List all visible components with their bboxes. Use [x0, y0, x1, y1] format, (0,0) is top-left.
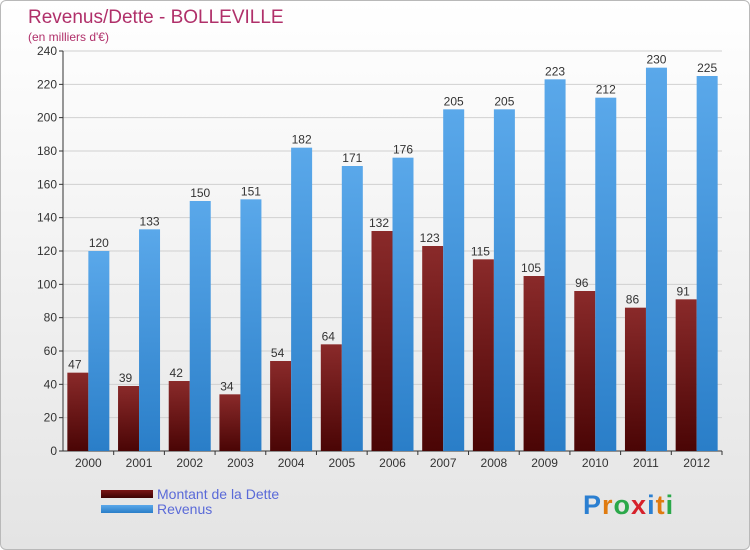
proxiti-logo: Proxiti — [583, 490, 674, 521]
bar-revenus — [544, 79, 566, 451]
bar-debt — [624, 307, 646, 451]
bar-debt — [320, 344, 342, 451]
data-label-debt: 96 — [575, 276, 589, 290]
data-label-debt: 54 — [271, 346, 285, 360]
x-tick-label: 2011 — [633, 456, 659, 470]
data-label-debt: 123 — [420, 231, 440, 245]
data-label-revenus: 133 — [140, 214, 160, 228]
bar-revenus — [341, 166, 363, 451]
data-label-debt: 132 — [369, 216, 389, 230]
y-tick-label: 140 — [37, 211, 57, 225]
x-tick-label: 2008 — [481, 456, 508, 470]
data-label-revenus: 151 — [241, 184, 261, 198]
data-label-debt: 105 — [521, 261, 541, 275]
y-tick-label: 120 — [37, 244, 57, 258]
y-tick-label: 180 — [37, 144, 57, 158]
y-tick-label: 160 — [37, 177, 57, 191]
data-label-debt: 34 — [220, 379, 234, 393]
x-tick-label: 2004 — [278, 456, 305, 470]
y-tick-label: 60 — [44, 344, 58, 358]
x-tick-label: 2009 — [531, 456, 558, 470]
data-label-debt: 115 — [471, 244, 490, 258]
data-label-revenus: 176 — [393, 143, 413, 157]
data-label-debt: 47 — [68, 358, 82, 372]
data-label-revenus: 212 — [596, 83, 616, 97]
y-tick-label: 0 — [50, 444, 57, 458]
data-label-debt: 86 — [626, 293, 640, 307]
logo-letter: i — [665, 490, 675, 520]
x-tick-label: 2005 — [328, 456, 355, 470]
bar-debt — [67, 372, 89, 451]
bar-revenus — [139, 229, 161, 451]
bar-debt — [422, 246, 444, 451]
bar-revenus — [595, 97, 617, 452]
bar-revenus — [88, 251, 110, 451]
y-tick-label: 20 — [44, 411, 58, 425]
data-label-debt: 64 — [322, 329, 336, 343]
data-label-revenus: 205 — [494, 94, 514, 108]
y-tick-label: 40 — [44, 377, 58, 391]
bar-debt — [118, 386, 140, 451]
y-tick-label: 100 — [37, 277, 57, 291]
bar-revenus — [696, 76, 718, 451]
y-tick-label: 200 — [37, 111, 57, 125]
data-label-debt: 42 — [170, 366, 184, 380]
chart-subtitle: (en milliers d'€) — [28, 30, 109, 44]
legend-swatch-revenus — [101, 505, 153, 513]
bar-revenus — [392, 157, 414, 451]
x-tick-label: 2000 — [75, 456, 102, 470]
bar-debt — [219, 394, 241, 451]
bar-revenus — [189, 201, 211, 451]
data-label-revenus: 230 — [646, 53, 666, 67]
logo-letter: o — [613, 490, 632, 520]
bar-revenus — [443, 109, 465, 451]
logo-letter: r — [602, 490, 614, 520]
bar-debt — [523, 276, 545, 451]
logo-letter: i — [647, 490, 656, 520]
data-label-revenus: 171 — [342, 151, 362, 165]
bar-debt — [675, 299, 697, 451]
logo-letter: t — [655, 490, 666, 520]
bar-debt — [270, 361, 292, 451]
y-tick-label: 240 — [37, 44, 57, 58]
legend-label-revenus: Revenus — [157, 501, 213, 517]
bar-debt — [574, 291, 596, 451]
legend-label-debt: Montant de la Dette — [157, 486, 280, 502]
x-tick-label: 2007 — [430, 456, 457, 470]
x-tick-label: 2003 — [227, 456, 254, 470]
legend-swatch-debt — [101, 490, 153, 498]
bar-revenus — [645, 67, 667, 452]
data-label-revenus: 225 — [697, 61, 717, 75]
bar-debt — [168, 381, 190, 451]
logo-letter: P — [583, 490, 603, 520]
x-tick-label: 2006 — [379, 456, 406, 470]
x-tick-label: 2001 — [126, 456, 153, 470]
data-label-revenus: 223 — [545, 64, 565, 78]
y-tick-label: 80 — [44, 311, 58, 325]
logo-letter: x — [631, 490, 648, 520]
data-label-debt: 39 — [119, 371, 133, 385]
data-label-debt: 91 — [676, 284, 690, 298]
x-tick-label: 2010 — [582, 456, 609, 470]
y-tick-label: 220 — [37, 77, 57, 91]
data-label-revenus: 120 — [89, 236, 109, 250]
x-tick-label: 2012 — [683, 456, 710, 470]
data-label-revenus: 150 — [190, 186, 210, 200]
bar-revenus — [493, 109, 515, 451]
data-label-revenus: 182 — [292, 133, 312, 147]
data-label-revenus: 205 — [444, 94, 464, 108]
bar-revenus — [240, 199, 262, 451]
bar-debt — [371, 231, 393, 451]
chart-title: Revenus/Dette - BOLLEVILLE — [28, 7, 284, 28]
bar-debt — [472, 259, 494, 451]
x-tick-label: 2002 — [176, 456, 203, 470]
bar-revenus — [291, 147, 313, 451]
